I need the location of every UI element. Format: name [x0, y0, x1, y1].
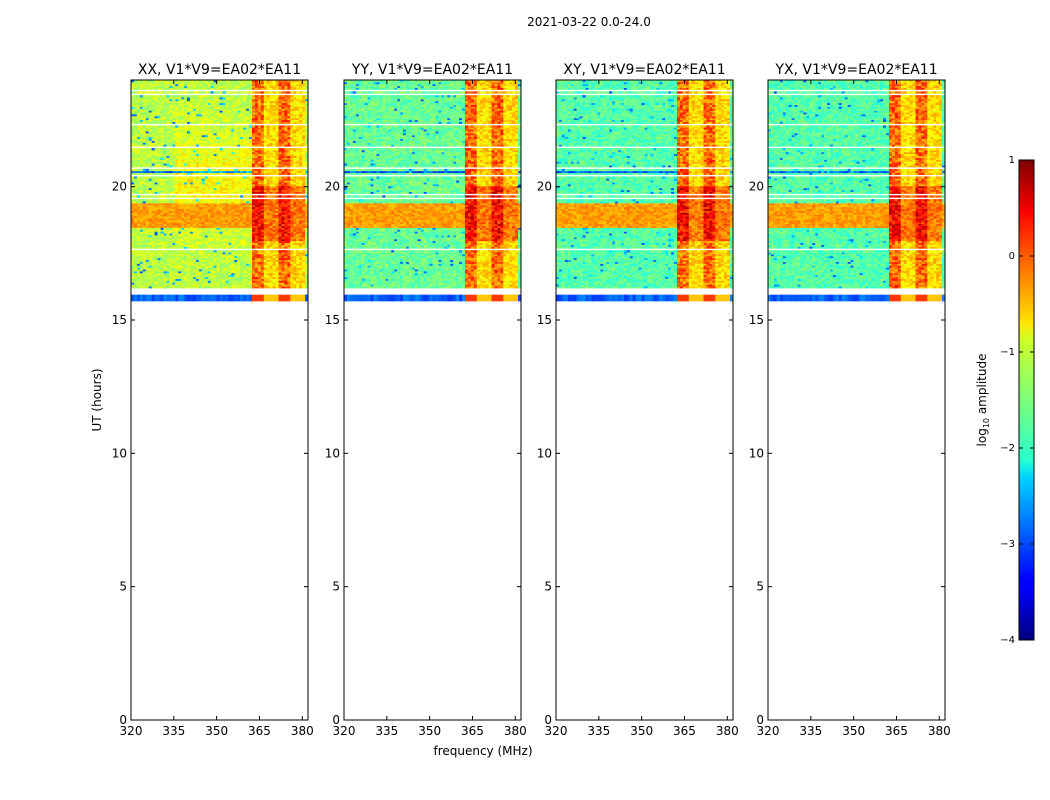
- colorbar-label-rest: amplitude: [975, 354, 989, 418]
- y-tick-label-0-1: 5: [119, 580, 127, 594]
- heatmap-3: [768, 80, 945, 301]
- y-tick-label-1-1: 5: [332, 580, 340, 594]
- y-tick-label-0-4: 20: [112, 180, 127, 194]
- colorbar: 10−1−2−3−4 log10 amplitude: [975, 155, 1034, 646]
- y-tick-label-0-0: 0: [119, 713, 127, 727]
- x-tick-label-1-4: 380: [504, 724, 527, 738]
- figure: 2021-03-22 0.0-24.0 UT (hours) frequency…: [0, 0, 1050, 800]
- colorbar-label-main: log: [975, 428, 989, 446]
- axes-frame-3: [768, 80, 945, 720]
- cb-tick-label-3: −2: [1000, 443, 1015, 454]
- x-tick-label-0-3: 365: [248, 724, 271, 738]
- x-tick-label-3-4: 380: [928, 724, 951, 738]
- cb-tick-label-2: −1: [1000, 347, 1015, 358]
- y-tick-label-2-4: 20: [537, 180, 552, 194]
- cb-tick-label-0: 1: [1009, 155, 1015, 166]
- y-tick-label-2-3: 15: [537, 313, 552, 327]
- panel-title-3: YX, V1*V9=EA02*EA11: [774, 62, 937, 78]
- y-tick-label-2-1: 5: [544, 580, 552, 594]
- y-tick-label-1-0: 0: [332, 713, 340, 727]
- x-tick-label-2-2: 350: [630, 724, 653, 738]
- y-tick-label-3-2: 10: [749, 446, 764, 460]
- cb-tick-label-4: −3: [1000, 539, 1015, 550]
- y-tick-label-2-0: 0: [544, 713, 552, 727]
- axes-frame-1: [344, 80, 521, 720]
- axes-frame-2: [556, 80, 733, 720]
- y-tick-label-0-3: 15: [112, 313, 127, 327]
- x-tick-label-0-4: 380: [291, 724, 314, 738]
- heatmap-2: [556, 80, 733, 301]
- y-tick-label-1-2: 10: [325, 446, 340, 460]
- colorbar-label: log10 amplitude: [975, 354, 991, 447]
- x-tick-label-3-3: 365: [885, 724, 908, 738]
- y-tick-label-1-3: 15: [325, 313, 340, 327]
- panel-title-2: XY, V1*V9=EA02*EA11: [563, 62, 725, 78]
- x-tick-label-3-2: 350: [842, 724, 865, 738]
- x-tick-label-0-1: 335: [162, 724, 185, 738]
- panel-title-0: XX, V1*V9=EA02*EA11: [138, 62, 301, 78]
- y-tick-label-0-2: 10: [112, 446, 127, 460]
- colorbar-label-sub: 10: [982, 418, 991, 428]
- colorbar-gradient: [1019, 160, 1034, 640]
- panel-title-1: YY, V1*V9=EA02*EA11: [351, 62, 513, 78]
- x-tick-label-0-2: 350: [205, 724, 228, 738]
- cb-tick-label-1: 0: [1009, 251, 1015, 262]
- y-tick-label-1-4: 20: [325, 180, 340, 194]
- x-tick-label-2-4: 380: [716, 724, 739, 738]
- y-tick-label-3-4: 20: [749, 180, 764, 194]
- y-tick-label-3-1: 5: [756, 580, 764, 594]
- x-tick-label-2-1: 335: [587, 724, 610, 738]
- axes-frame-0: [131, 80, 308, 720]
- figure-suptitle: 2021-03-22 0.0-24.0: [527, 15, 651, 29]
- x-tick-label-2-3: 365: [673, 724, 696, 738]
- heatmap-1: [344, 80, 521, 301]
- y-axis-label: UT (hours): [90, 368, 104, 431]
- cb-tick-label-5: −4: [1000, 635, 1015, 646]
- y-tick-label-2-2: 10: [537, 446, 552, 460]
- x-tick-label-1-1: 335: [375, 724, 398, 738]
- y-tick-label-3-0: 0: [756, 713, 764, 727]
- x-tick-label-1-2: 350: [418, 724, 441, 738]
- x-axis-label: frequency (MHz): [433, 744, 532, 758]
- y-tick-label-3-3: 15: [749, 313, 764, 327]
- heatmap-0: [131, 80, 308, 301]
- x-tick-label-3-1: 335: [799, 724, 822, 738]
- x-tick-label-1-3: 365: [461, 724, 484, 738]
